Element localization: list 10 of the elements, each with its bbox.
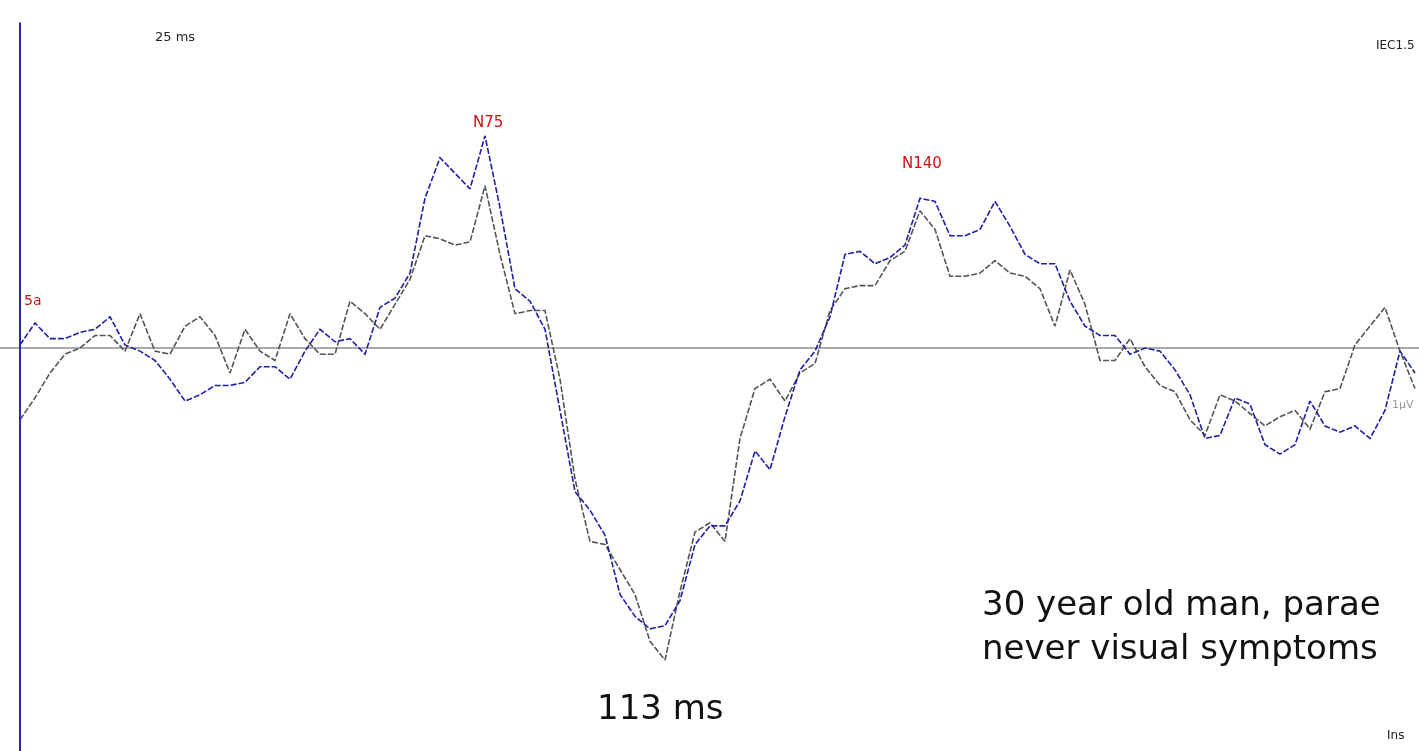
annotation: N140 (902, 154, 942, 172)
annotation: 1µV (1392, 398, 1414, 411)
annotation: 5a (24, 292, 42, 308)
text: 25 ms (155, 29, 196, 44)
text: Ins (1387, 728, 1405, 742)
text: IEC1.5 (1376, 38, 1415, 52)
text: 113 ms (597, 687, 724, 727)
annotation: never visual symptoms (982, 627, 1378, 667)
text: N75 (473, 113, 504, 131)
annotation: 30 year old man, parae (982, 583, 1381, 623)
